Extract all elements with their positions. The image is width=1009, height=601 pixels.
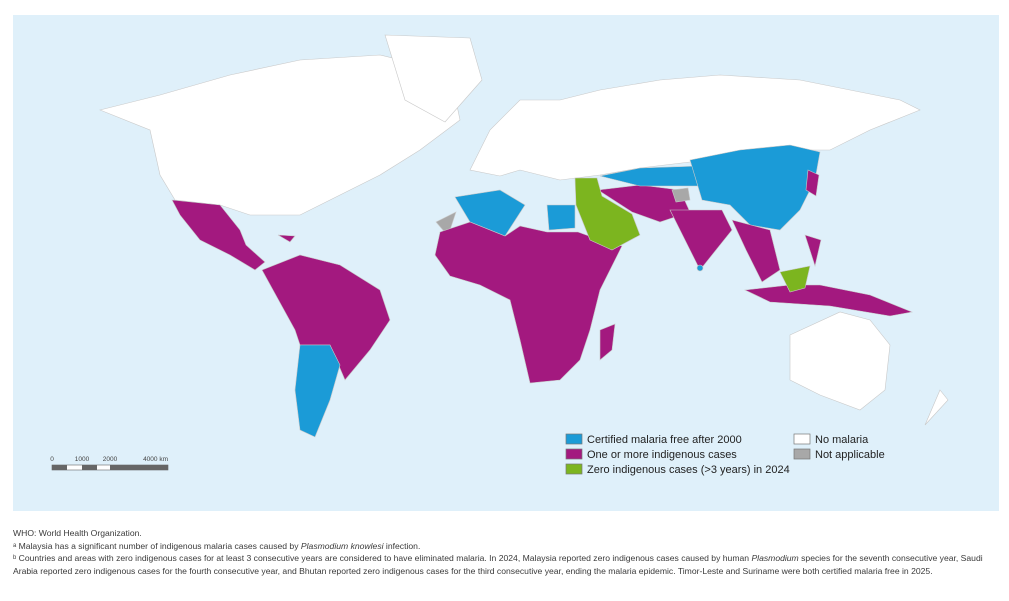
legend-swatch	[565, 433, 583, 445]
legend-swatch	[565, 448, 583, 460]
southern-cone	[294, 344, 341, 438]
disputed	[671, 187, 691, 203]
footnote: WHO: World Health Organization.	[13, 527, 1003, 540]
legend-label: Certified malaria free after 2000	[587, 434, 742, 446]
legend-swatch	[565, 463, 583, 475]
india	[669, 209, 733, 271]
legend-label: Zero indigenous cases (>3 years) in 2024	[587, 464, 790, 476]
regions	[99, 34, 949, 438]
scale-label: 2000	[103, 456, 118, 463]
scale-label: 0	[50, 456, 54, 463]
sri-lanka	[696, 264, 704, 272]
footnotes: WHO: World Health Organization. ᵃ Malaysi…	[13, 527, 1003, 577]
caribbean	[277, 234, 296, 243]
footnote-text: Plasmodium knowlesi	[300, 540, 384, 551]
scale-segment	[52, 465, 67, 470]
footnote: ᵇ Countries and areas with zero indigeno…	[13, 552, 1003, 577]
north-america	[99, 54, 461, 216]
north-africa	[454, 189, 526, 237]
footnote-text: Plasmodium	[751, 553, 799, 564]
map: Certified malaria free after 2000 One or …	[13, 15, 999, 511]
africa	[434, 221, 623, 384]
borneo-malaysia	[779, 265, 811, 293]
south-america	[261, 254, 391, 381]
legend-swatch	[793, 448, 811, 460]
australia	[789, 311, 891, 411]
greenland	[384, 34, 483, 123]
scale-segment	[110, 465, 168, 470]
new-zealand	[924, 389, 949, 426]
southeast-asia	[731, 219, 781, 283]
footnote-text: ᵃ Malaysia has a significant number of i…	[13, 540, 301, 551]
legend-swatch	[793, 433, 811, 445]
central-america	[171, 199, 266, 271]
footnote: ᵃ Malaysia has a significant number of i…	[13, 540, 1003, 553]
korea	[805, 169, 820, 197]
scale-segment	[82, 465, 97, 470]
philippines	[804, 234, 822, 268]
footnote-text: species for the seventh consecutive year…	[13, 553, 983, 576]
egypt	[546, 204, 576, 231]
scale-label: 4000 km	[143, 456, 168, 463]
china	[689, 144, 821, 231]
legend-label: No malaria	[815, 434, 869, 446]
footnote-text: ᵇ Countries and areas with zero indigeno…	[13, 553, 752, 564]
eurasia-north	[469, 74, 921, 181]
footnote-text: infection.	[383, 540, 421, 551]
arabia	[574, 177, 641, 251]
madagascar	[599, 323, 616, 361]
scale-bar	[51, 464, 169, 471]
footnote-text: WHO: World Health Organization.	[13, 528, 142, 538]
legend-label: One or more indigenous cases	[587, 449, 737, 461]
western-sahara	[435, 211, 457, 237]
scale-label: 1000	[75, 456, 90, 463]
legend-label: Not applicable	[815, 449, 885, 461]
